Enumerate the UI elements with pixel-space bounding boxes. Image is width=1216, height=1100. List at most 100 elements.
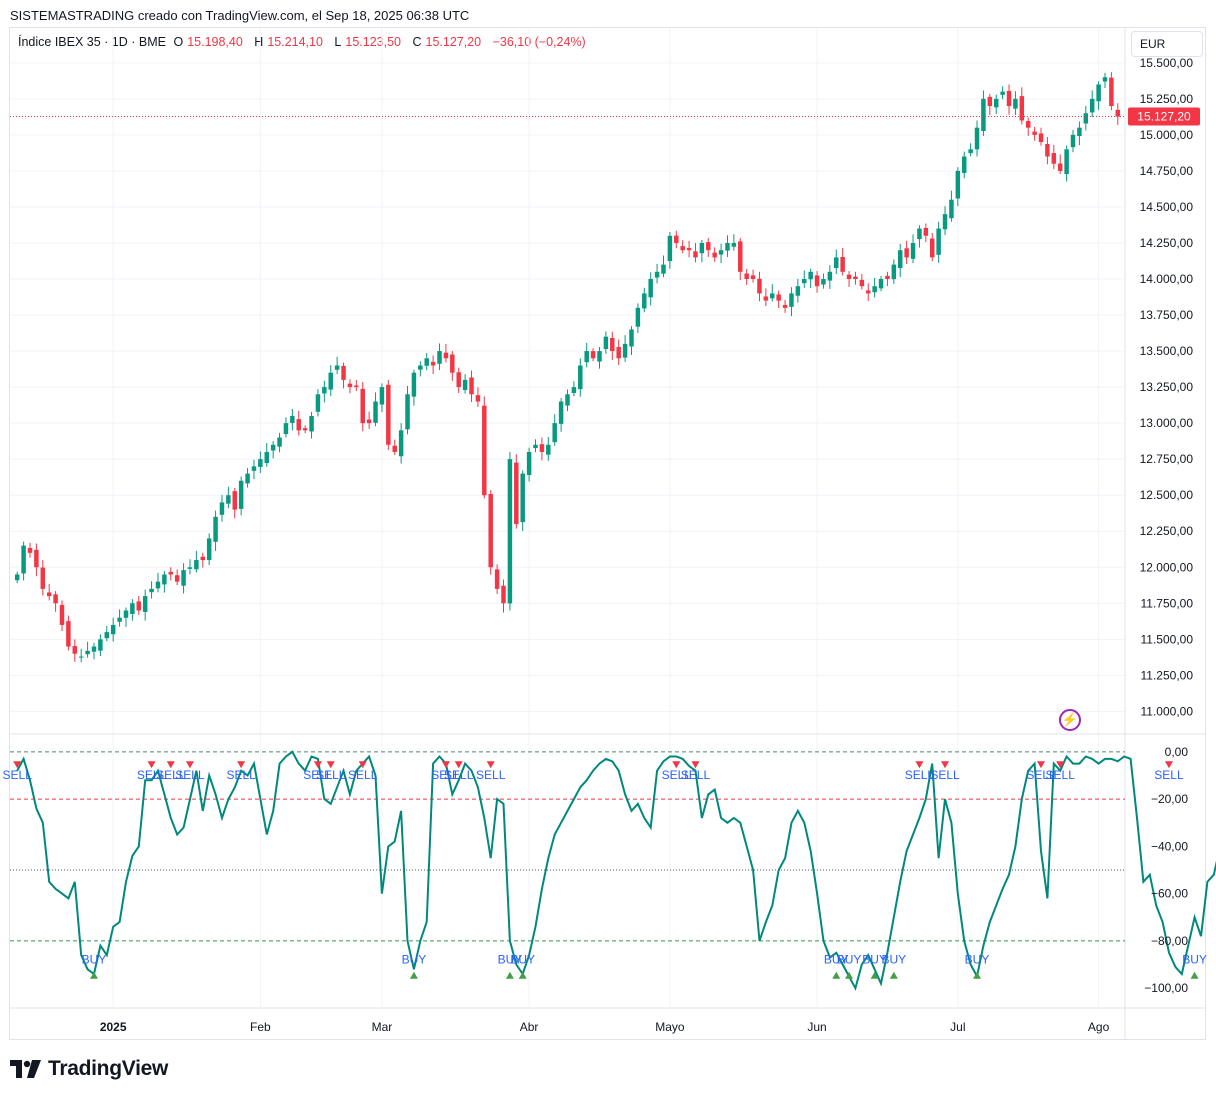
candle-body	[821, 279, 826, 285]
candle-body	[808, 271, 813, 280]
candle-body	[955, 170, 961, 199]
currency-selector[interactable]: EUR	[1131, 31, 1203, 57]
oscillator-tick-label: 0,00	[1165, 745, 1189, 759]
candle-body	[648, 279, 653, 298]
candle-body	[981, 98, 986, 131]
candle-body	[622, 343, 628, 358]
candle-body	[1096, 84, 1101, 102]
price-tick-label: 12.750,00	[1140, 452, 1194, 466]
sell-marker	[941, 761, 950, 769]
sell-marker	[454, 761, 463, 769]
buy-label: BUY	[837, 952, 862, 966]
oscillator-tick-label: −80,00	[1151, 934, 1188, 948]
candle-body	[1109, 77, 1114, 107]
candle-body	[859, 279, 865, 287]
candle-body	[392, 445, 397, 452]
candle-body	[488, 494, 493, 568]
sell-marker	[1164, 761, 1173, 769]
candle-body	[334, 365, 340, 370]
candle-body	[718, 250, 724, 255]
candle-body	[437, 351, 442, 364]
candle-body	[21, 545, 26, 574]
candle-body	[891, 264, 897, 280]
candle-body	[744, 273, 749, 280]
candle-body	[1115, 109, 1121, 117]
symbol-legend[interactable]: Índice IBEX 35 · 1D · BME O 15.198,40 H 15…	[18, 35, 590, 49]
candle-body	[66, 621, 71, 647]
sell-label: SELL	[662, 768, 692, 782]
price-tick-label: 11.000,00	[1141, 704, 1194, 718]
buy-label: BUY	[510, 952, 535, 966]
candle-body	[597, 351, 602, 362]
tradingview-logo[interactable]: TradingView	[10, 1057, 168, 1081]
sell-label: SELL	[303, 768, 333, 782]
brand-name: TradingView	[48, 1057, 169, 1080]
buy-marker	[518, 971, 527, 979]
price-tick-label: 15.250,00	[1140, 92, 1194, 106]
candle-body	[200, 556, 206, 561]
symbol-name[interactable]: Índice IBEX 35 · 1D · BME	[18, 35, 166, 49]
candle-body	[661, 264, 666, 274]
candle-body	[674, 235, 679, 243]
candle-body	[1038, 133, 1044, 143]
candle-body	[1089, 98, 1095, 113]
candle-body	[155, 581, 161, 589]
time-tick-label: 2025	[100, 1020, 127, 1034]
sell-label: SELL	[175, 768, 205, 782]
candle-body	[366, 419, 372, 424]
candle-body	[149, 588, 154, 593]
candle-body	[603, 336, 609, 350]
candle-body	[885, 275, 890, 280]
candle-body	[680, 246, 685, 251]
candle-body	[411, 372, 417, 397]
candle-body	[635, 307, 641, 327]
candle-body	[712, 252, 717, 258]
candle-body	[53, 594, 58, 604]
candle-body	[910, 242, 916, 259]
last-price-label: 15.127,20	[1137, 110, 1191, 124]
candle-body	[539, 444, 545, 452]
buy-marker	[832, 971, 841, 979]
candle-body	[565, 394, 570, 406]
candle-body	[398, 430, 404, 457]
oscillator-line	[16, 750, 1216, 991]
candle-body	[386, 384, 391, 445]
time-tick-label: Abr	[520, 1020, 539, 1034]
time-tick-label: Mar	[372, 1020, 393, 1034]
buy-label: BUY	[82, 952, 107, 966]
candle-body	[1102, 77, 1108, 82]
price-tick-label: 14.500,00	[1140, 200, 1194, 214]
sell-marker	[166, 761, 175, 769]
candle-body	[904, 248, 909, 258]
candle-body	[296, 419, 301, 431]
candle-body	[552, 423, 557, 443]
candle-body	[232, 491, 237, 510]
candle-body	[693, 251, 698, 258]
sell-label: SELL	[1046, 768, 1076, 782]
candle-body	[1006, 90, 1012, 107]
sell-marker	[691, 761, 700, 769]
candle-body	[98, 639, 103, 651]
buy-marker	[845, 971, 854, 979]
candle-body	[373, 401, 378, 423]
candle-body	[251, 466, 257, 471]
candle-body	[130, 603, 135, 614]
buy-marker	[409, 971, 418, 979]
buy-marker	[973, 971, 982, 979]
candle-body	[571, 387, 577, 394]
candle-body	[616, 347, 621, 359]
candle-body	[238, 480, 244, 509]
candle-body	[456, 372, 461, 388]
oscillator-tick-label: −40,00	[1151, 839, 1188, 853]
candle-body	[834, 257, 839, 269]
candle-body	[136, 601, 142, 611]
candle-body	[1057, 163, 1063, 171]
sell-marker	[147, 761, 156, 769]
candle-body	[584, 351, 589, 363]
lightning-icon[interactable]: ⚡	[1059, 709, 1081, 731]
candle-body	[475, 395, 481, 402]
sell-marker	[915, 761, 924, 769]
oscillator-tick-label: −100,00	[1144, 981, 1188, 995]
price-tick-label: 11.750,00	[1141, 596, 1194, 610]
